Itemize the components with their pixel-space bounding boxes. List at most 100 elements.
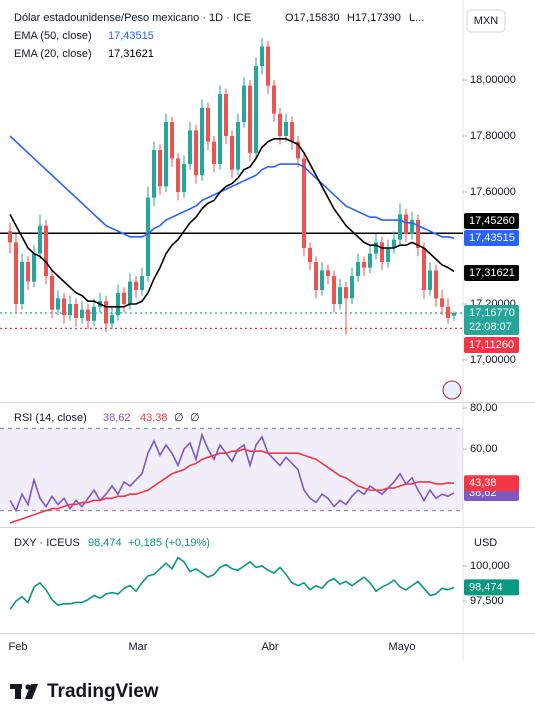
candle-body <box>242 85 246 123</box>
candle-body <box>194 130 198 176</box>
candle-body <box>356 262 360 276</box>
brand: TradingView <box>47 681 159 702</box>
candle-body <box>224 94 228 137</box>
candle-body <box>266 46 270 86</box>
candle-body <box>284 122 288 137</box>
candle-body <box>122 292 126 304</box>
candle-body <box>254 66 258 153</box>
low-line-badge <box>464 337 519 353</box>
last-price-badge-label: 17,16770 <box>469 307 515 319</box>
candle-body <box>176 158 180 193</box>
candle-body <box>56 298 60 310</box>
candle-body <box>404 214 408 235</box>
candle-body <box>80 309 84 318</box>
candle-body <box>134 281 138 290</box>
candle-body <box>428 270 432 290</box>
candle-body <box>296 141 300 159</box>
candle-body <box>206 108 210 142</box>
x-tick-label: Mayo <box>389 641 416 653</box>
candle-body <box>236 122 240 170</box>
candle-body <box>302 158 306 249</box>
ema-line <box>9 135 455 239</box>
ema50-badge <box>464 230 519 246</box>
candle-body <box>158 150 162 187</box>
currency-box[interactable] <box>466 9 506 33</box>
candle-body <box>272 85 276 114</box>
currency: USD <box>474 537 497 549</box>
ema-line <box>9 138 455 308</box>
price-line-badge-label: 17,45260 <box>469 215 515 227</box>
candle-body <box>446 306 450 318</box>
series-line <box>9 432 455 513</box>
ohlc-value: H17,17390 <box>347 12 401 24</box>
candle-body <box>374 242 378 254</box>
candle-body <box>422 248 426 290</box>
candle-body <box>314 262 318 290</box>
ema20-badge-label: 17,31621 <box>469 267 515 279</box>
ohlc-value: L... <box>409 12 424 24</box>
y-tick-label: 17,60000 <box>470 186 516 198</box>
legend-value: 17,31621 <box>108 48 154 60</box>
candle-body <box>380 242 384 263</box>
pane-title: RSI (14, close) <box>14 412 87 424</box>
candle-body <box>62 298 66 316</box>
pane-extra: ∅ <box>174 412 184 424</box>
candle-body <box>308 248 312 263</box>
legend-name: EMA (20, close) <box>14 48 92 60</box>
pane-change: +0,185 (+0,19%) <box>128 537 210 549</box>
candle-body <box>20 262 24 304</box>
flag-icon <box>442 380 462 400</box>
candle-body <box>104 301 108 324</box>
tradingview-logo <box>10 684 38 699</box>
candle-body <box>8 231 12 243</box>
candle-body <box>212 141 216 165</box>
ema50-badge-label: 17,43515 <box>469 232 515 244</box>
y-tick-label: 100,000 <box>470 560 510 572</box>
pane-extra: ∅ <box>190 412 200 424</box>
candle-body <box>74 303 78 318</box>
pane-value: 43,38 <box>140 412 168 424</box>
pane-value: 38,62 <box>103 412 131 424</box>
candle-body <box>200 108 204 176</box>
candle-body <box>38 225 42 254</box>
candle-body <box>278 113 282 137</box>
candle-body <box>410 220 414 235</box>
candle-body <box>260 46 264 67</box>
candle-body <box>86 309 90 321</box>
candle-body <box>362 262 366 268</box>
y-tick-label: 60,00 <box>470 443 498 455</box>
legend-name: EMA (50, close) <box>14 30 92 42</box>
candle-body <box>350 275 354 299</box>
series-line <box>9 556 455 610</box>
y-tick-label: 17,00000 <box>470 354 516 366</box>
candle-body <box>92 306 96 321</box>
series-badge-label: 43,38 <box>469 477 497 489</box>
candle-body <box>416 220 420 249</box>
price-line-badge <box>464 213 519 229</box>
candle-body <box>326 270 330 276</box>
x-tick-label: Feb <box>9 641 28 653</box>
chart-title: Dólar estadounidense/Peso mexicano · 1D … <box>14 12 251 24</box>
candle-body <box>110 315 114 324</box>
candle-body <box>68 303 72 316</box>
candle-body <box>44 225 48 276</box>
candle-body <box>182 164 186 193</box>
candle-body <box>116 292 120 316</box>
series-badge <box>464 475 519 492</box>
currency: MXN <box>474 15 499 27</box>
ema20-badge <box>464 265 519 281</box>
candle-body <box>188 130 192 165</box>
pane-title: DXY · ICEUS <box>14 537 80 549</box>
candle-body <box>50 275 54 310</box>
pane-value: 98,474 <box>88 537 122 549</box>
y-tick-label: 80,00 <box>470 402 498 414</box>
x-tick-label: Mar <box>129 641 148 653</box>
candle-body <box>140 275 144 290</box>
series-badge-label: 98,474 <box>469 581 503 593</box>
candle-body <box>248 85 252 153</box>
candle-body <box>320 270 324 290</box>
candle-body <box>368 253 372 268</box>
ohlc-value: O17,15830 <box>285 12 339 24</box>
